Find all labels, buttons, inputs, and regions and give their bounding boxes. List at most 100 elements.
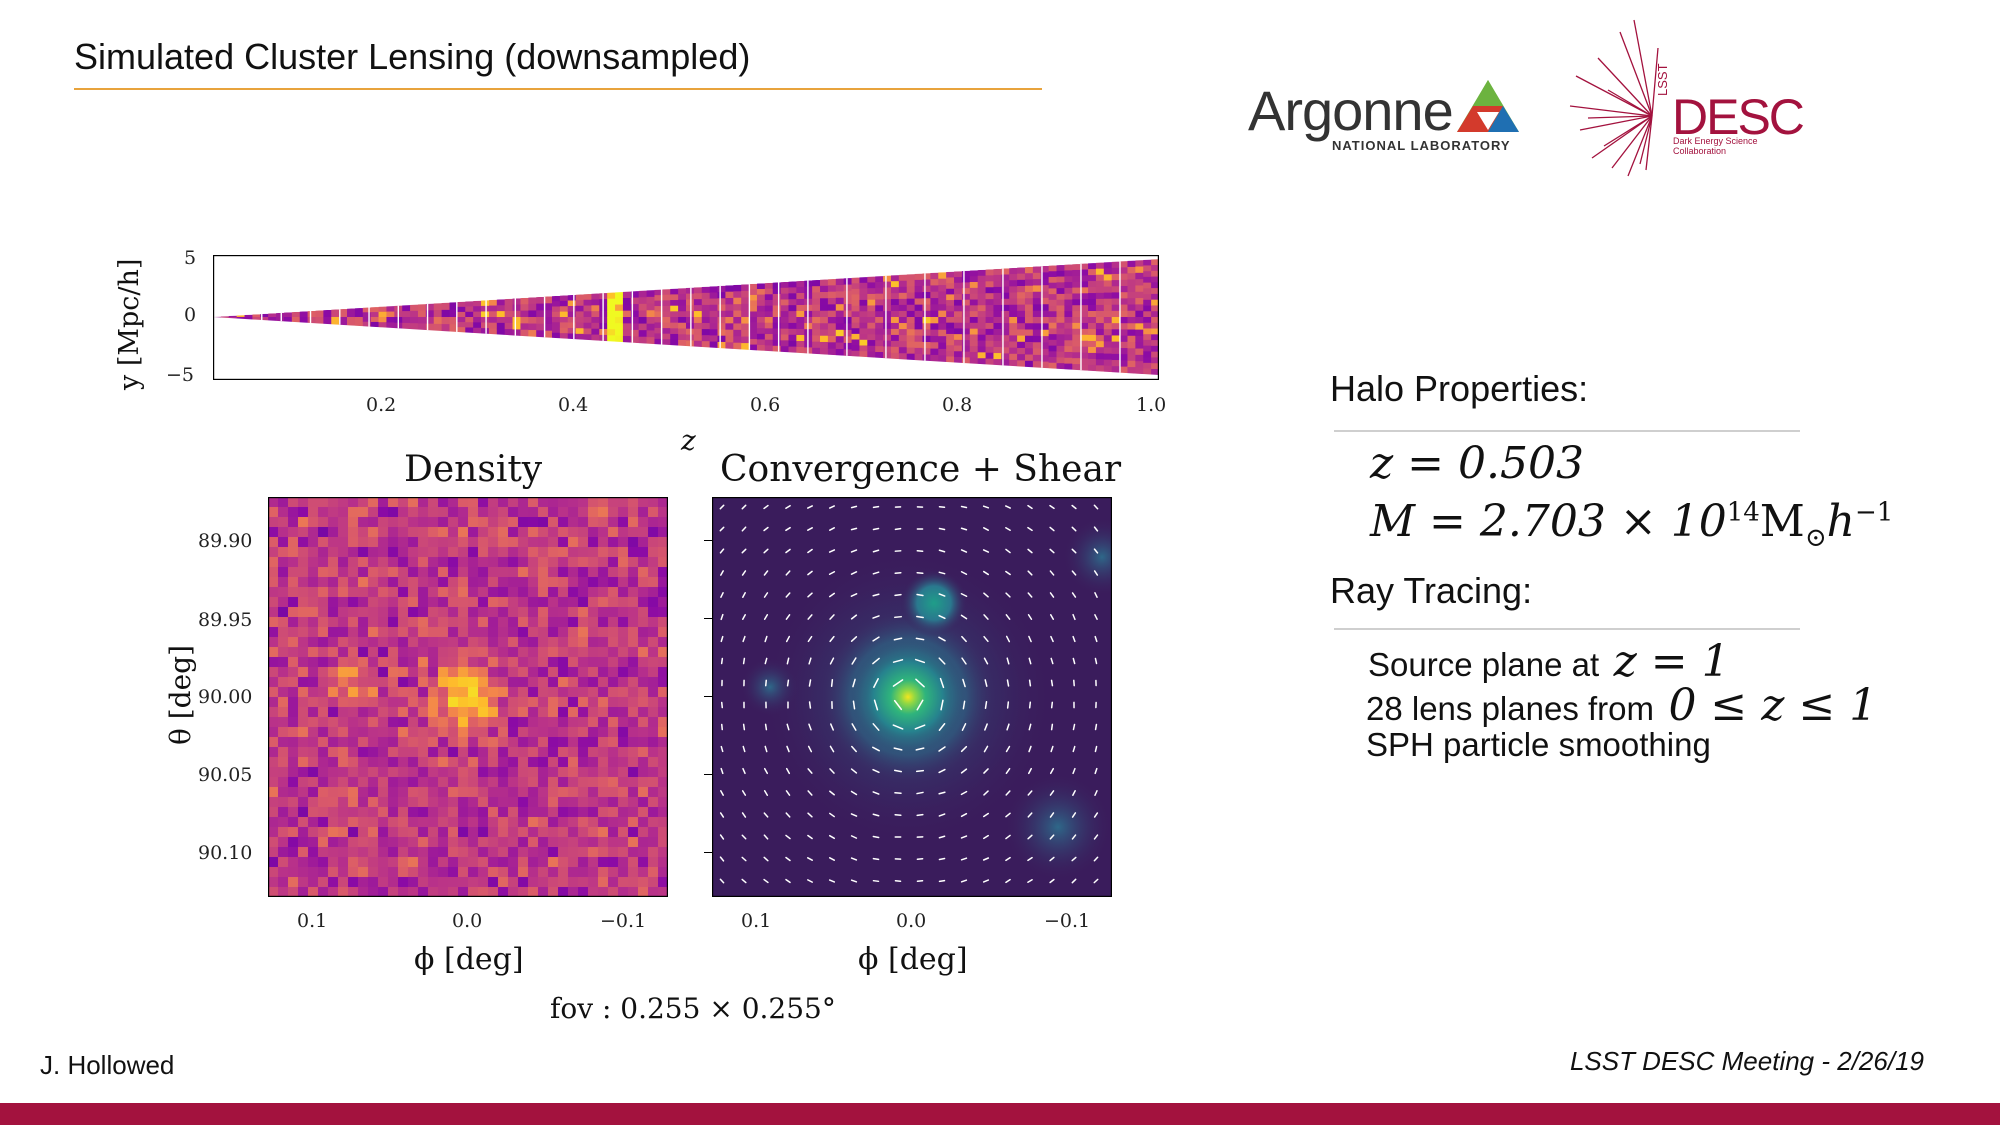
- density-cell: [588, 817, 599, 828]
- density-cell: [528, 767, 539, 778]
- lightcone-cell: [1017, 298, 1026, 306]
- density-cell: [628, 817, 639, 828]
- density-cell: [358, 717, 369, 728]
- lightcone-cell: [1017, 310, 1026, 318]
- shear-whisker: [960, 614, 968, 620]
- lightcone-cell: [362, 312, 372, 318]
- density-cell: [598, 807, 609, 818]
- lightcone-cell: [954, 345, 963, 352]
- density-cell: [418, 577, 429, 588]
- density-cell: [288, 627, 299, 638]
- lightcone-cell: [867, 322, 876, 329]
- density-cell: [608, 867, 619, 878]
- density-cell: [458, 857, 469, 868]
- density-cell: [308, 677, 319, 688]
- density-cell: [478, 727, 489, 738]
- density-cell: [558, 497, 569, 508]
- density-cell: [548, 647, 559, 658]
- density-cell: [298, 557, 309, 568]
- lightcone-cell: [283, 312, 293, 318]
- density-cell: [348, 847, 359, 858]
- lightcone-cell: [1103, 347, 1113, 354]
- lightcone-cell: [788, 287, 797, 294]
- density-cell: [658, 767, 668, 778]
- density-cell: [498, 727, 509, 738]
- lightcone-cell: [827, 342, 837, 350]
- density-cell: [278, 767, 289, 778]
- lightcone-cell: [457, 322, 466, 328]
- density-cell: [528, 657, 539, 668]
- lightcone-cell: [622, 291, 632, 299]
- lightcone-cell: [883, 352, 892, 359]
- lightcone-cell: [1080, 275, 1089, 282]
- density-cell: [378, 707, 389, 718]
- density-cell: [548, 557, 559, 568]
- lightcone-cell: [1151, 334, 1159, 341]
- lightcone-cell: [504, 317, 513, 324]
- shear-whisker: [785, 812, 791, 818]
- density-cell: [318, 577, 329, 588]
- lightcone-cell: [1064, 276, 1073, 283]
- density-cell: [428, 707, 439, 718]
- lightcone-cell: [496, 322, 506, 330]
- lightcone-cell: [1009, 329, 1018, 336]
- lightcone-cell: [1127, 367, 1136, 374]
- density-cell: [278, 737, 289, 748]
- lightcone-cell: [607, 298, 616, 306]
- density-cell: [438, 867, 449, 878]
- lightcone-cell: [315, 310, 324, 318]
- density-cell: [618, 677, 629, 688]
- density-cell: [618, 527, 629, 538]
- density-cell: [358, 777, 369, 788]
- density-cell: [598, 687, 609, 698]
- lightcone-cell: [457, 301, 466, 308]
- lightcone-cell: [820, 292, 829, 299]
- lightcone-cell: [512, 310, 521, 318]
- shear-whisker: [785, 878, 791, 884]
- lightcone-cell: [449, 317, 458, 325]
- density-cell: [368, 567, 379, 578]
- density-cell: [508, 767, 519, 778]
- lightcone-cell: [1001, 329, 1010, 336]
- density-cell: [648, 887, 659, 897]
- lightcone-cell: [670, 317, 679, 324]
- lightcone-cell: [938, 291, 947, 299]
- density-cell: [478, 887, 489, 897]
- density-cell: [388, 527, 399, 538]
- desc-logo: LSST DESC Dark Energy Science Collaborat…: [1568, 18, 1808, 178]
- shear-whisker: [938, 549, 946, 553]
- shear-whisker: [938, 857, 946, 861]
- lightcone-cell: [1088, 334, 1097, 342]
- density-cell: [268, 697, 279, 708]
- density-cell: [638, 837, 649, 848]
- density-cell: [518, 867, 529, 878]
- lightcone-cell: [433, 310, 443, 318]
- lightcone-cell: [386, 317, 395, 323]
- density-cell: [638, 567, 649, 578]
- shear-whisker: [960, 549, 968, 553]
- lightcone-cell: [961, 328, 971, 335]
- lightcone-cell: [347, 317, 356, 326]
- density-cell: [588, 857, 599, 868]
- density-cell: [368, 697, 379, 708]
- lightcone-cell: [930, 304, 939, 312]
- lightcone-cell: [780, 317, 789, 324]
- lightcone-cell: [1119, 298, 1128, 305]
- shear-whisker: [916, 571, 924, 575]
- lightcone-cell: [875, 317, 884, 324]
- lightcone-cell: [630, 336, 640, 344]
- density-cell: [348, 557, 359, 568]
- density-cell: [608, 647, 619, 658]
- lightcone-cell: [1143, 362, 1152, 369]
- density-cell: [488, 817, 499, 828]
- density-cell: [318, 657, 329, 668]
- shear-whisker: [938, 505, 946, 509]
- lightcone-cell: [544, 323, 553, 332]
- density-cell: [558, 707, 569, 718]
- lightcone-cell: [1032, 272, 1042, 280]
- lightcone-cell: [646, 337, 655, 345]
- density-cell: [608, 817, 619, 828]
- shear-whisker: [850, 549, 858, 553]
- density-cell: [518, 707, 529, 718]
- shear-whisker: [983, 527, 989, 531]
